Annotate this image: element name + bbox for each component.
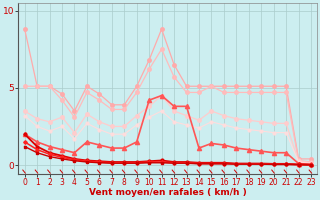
X-axis label: Vent moyen/en rafales ( km/h ): Vent moyen/en rafales ( km/h ) [89, 188, 247, 197]
